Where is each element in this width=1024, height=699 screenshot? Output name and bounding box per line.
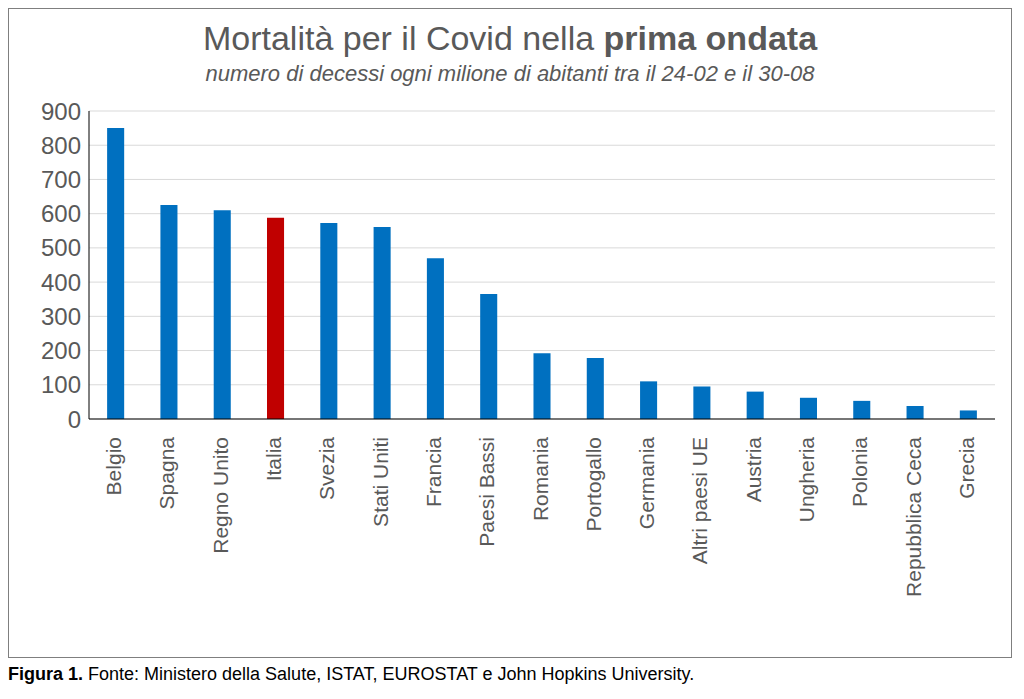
svg-text:100: 100 (41, 371, 81, 398)
svg-text:Francia: Francia (422, 437, 445, 507)
svg-text:Grecia: Grecia (955, 437, 978, 499)
svg-text:0: 0 (68, 406, 81, 433)
svg-text:400: 400 (41, 269, 81, 296)
svg-text:900: 900 (41, 98, 81, 125)
html-text:Figura 1. Fonte: Ministero del: Figura 1. Fonte: Ministero della Salute,… (8, 664, 695, 684)
svg-text:Stati Uniti: Stati Uniti (369, 437, 392, 527)
svg-text:Altri paesi UE: Altri paesi UE (688, 437, 711, 564)
svg-text:700: 700 (41, 166, 81, 193)
svg-text:Italia: Italia (262, 437, 285, 482)
svg-text:Ungheria: Ungheria (795, 437, 818, 523)
svg-text:Austria: Austria (742, 437, 765, 503)
svg-text:Regno Unito: Regno Unito (209, 437, 232, 554)
svg-text:800: 800 (41, 132, 81, 159)
svg-text:200: 200 (41, 337, 81, 364)
svg-text:Paesi Bassi: Paesi Bassi (475, 437, 498, 547)
svg-text:Repubblica Ceca: Repubblica Ceca (902, 437, 925, 597)
svg-text:Romania: Romania (529, 437, 552, 521)
svg-text:600: 600 (41, 200, 81, 227)
svg-text:500: 500 (41, 234, 81, 261)
svg-text:Polonia: Polonia (848, 437, 871, 507)
svg-text:Portogallo: Portogallo (582, 437, 605, 532)
html-text:Mortalità per il Covid nella p: Mortalità per il Covid nella prima ondat… (202, 19, 817, 57)
svg-text:Spagna: Spagna (155, 437, 178, 510)
svg-text:300: 300 (41, 303, 81, 330)
svg-text:Belgio: Belgio (102, 437, 125, 495)
svg-text:Germania: Germania (635, 437, 658, 530)
html-text:numero di decessi ogni milione: numero di decessi ogni milione di abitan… (205, 61, 815, 86)
svg-text:Svezia: Svezia (315, 437, 338, 500)
